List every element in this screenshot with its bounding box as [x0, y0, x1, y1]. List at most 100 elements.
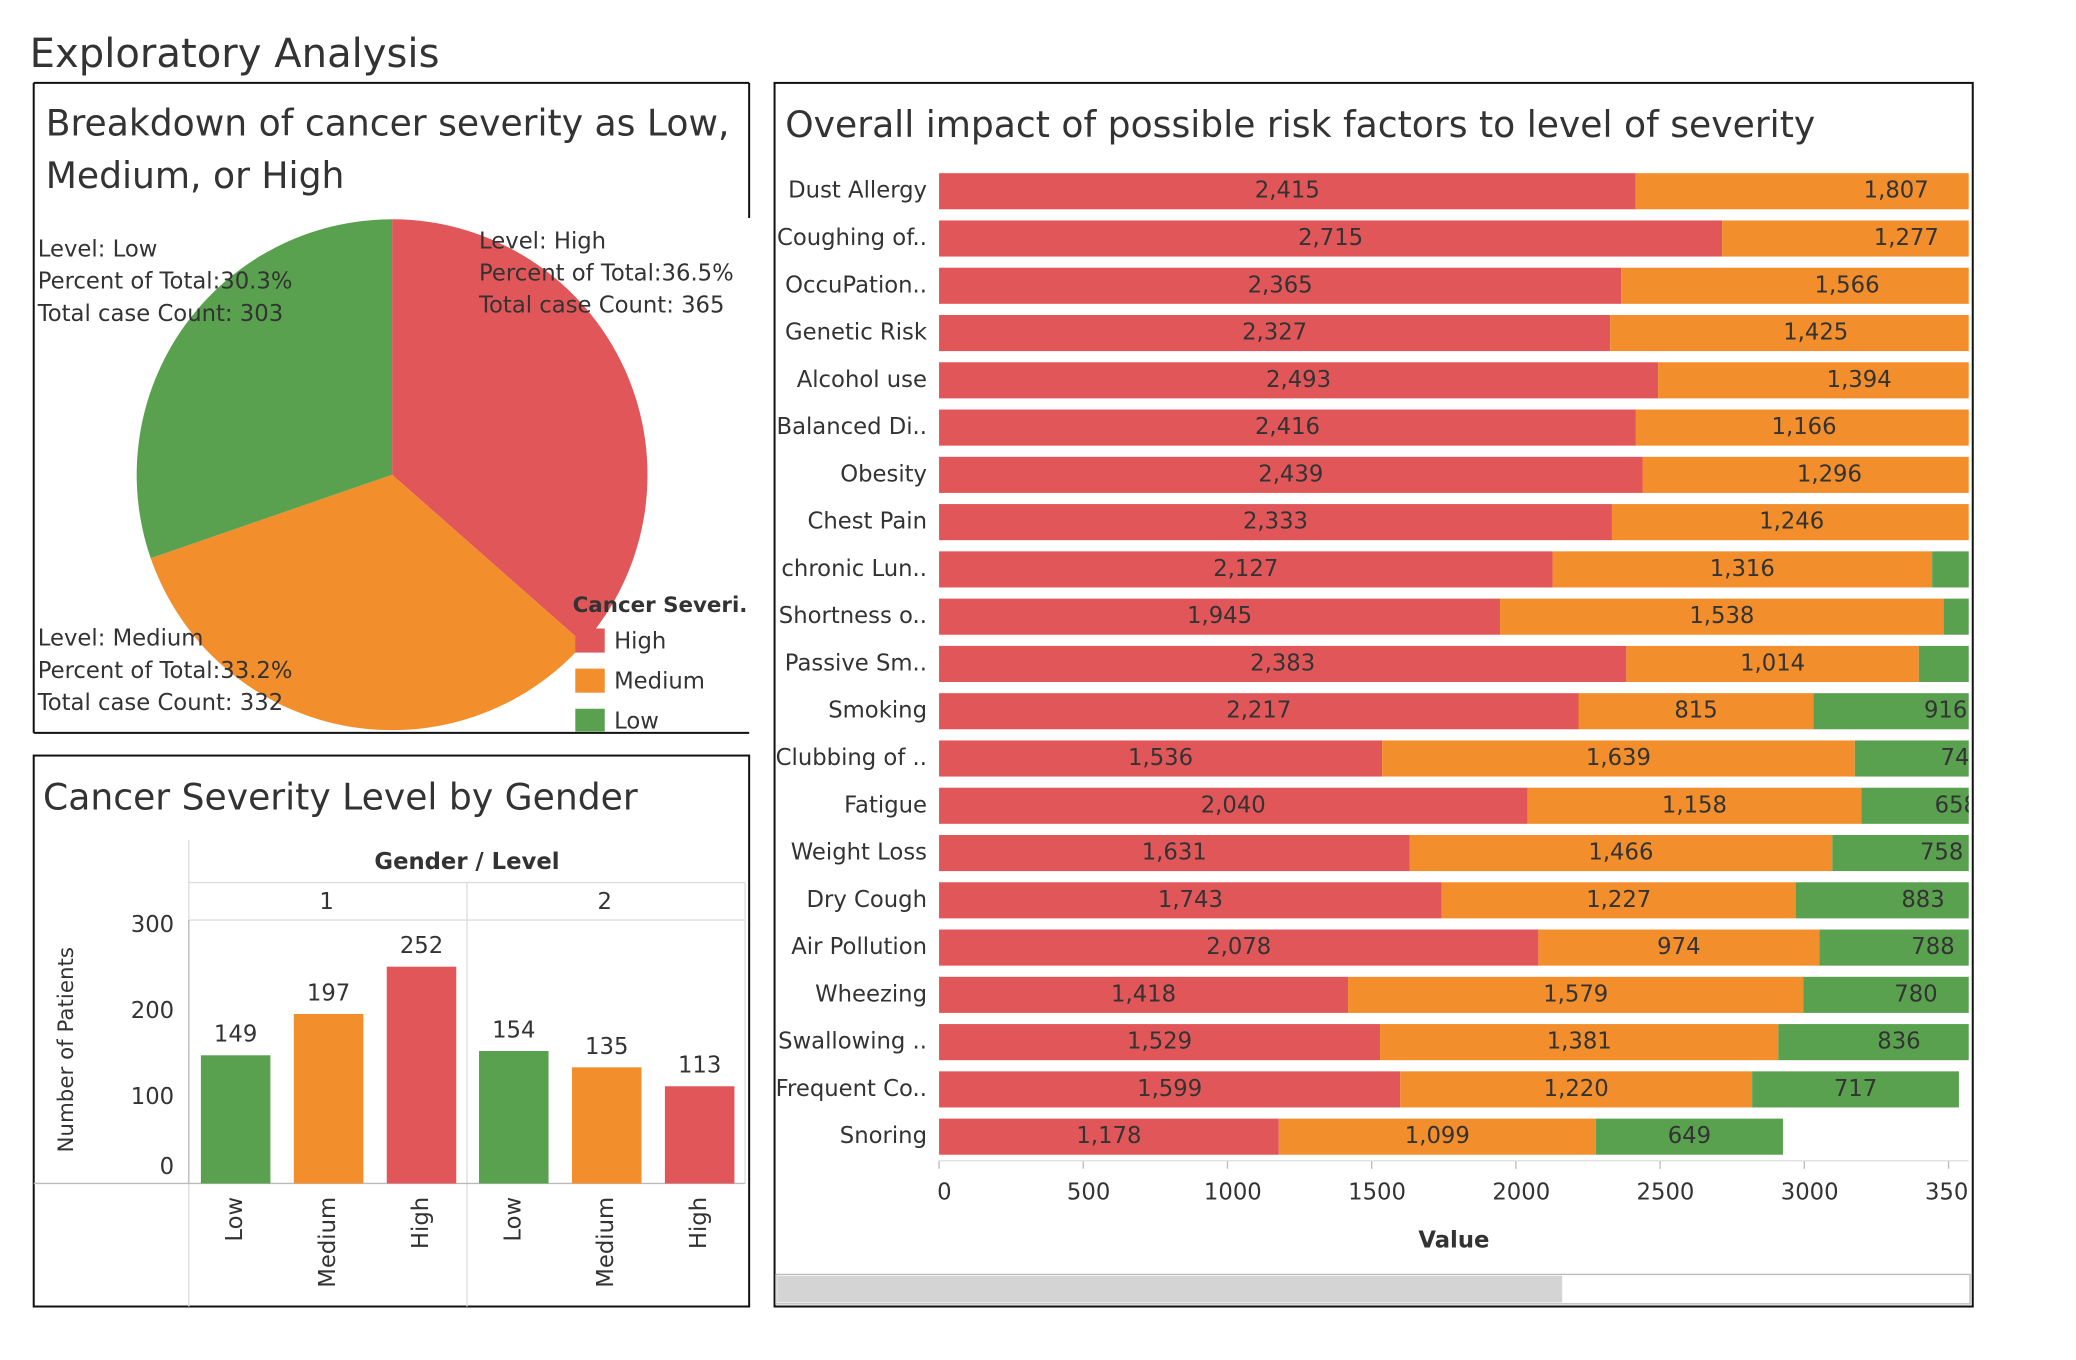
x-tick-label: 2000 — [1492, 1179, 1550, 1205]
bar-value-label: 2,416 — [1255, 414, 1320, 440]
bar-segment — [939, 882, 1442, 919]
bar-segment — [1854, 740, 1969, 777]
bar-segment — [939, 693, 1579, 730]
gender-bar-chart: Cancer Severity Level by Gender Gender / … — [43, 776, 735, 1288]
bar-segment — [1635, 409, 1969, 446]
bar-value-label: 197 — [307, 980, 350, 1006]
x-tick-label: 3500 — [1925, 1179, 1983, 1205]
x-tick-label: High — [686, 1197, 712, 1249]
bar-value-label: 1,536 — [1128, 745, 1193, 771]
bar-segment — [1658, 362, 1969, 399]
bar-value-label: 1,246 — [1759, 509, 1824, 535]
bar-value-label: 717 — [1834, 1076, 1877, 1102]
y-tick-label: 200 — [131, 998, 174, 1024]
bar-segment — [1795, 882, 1969, 919]
bar-segment — [1943, 598, 1969, 635]
bar-segment — [1610, 314, 1969, 352]
bar-value-label: 649 — [1668, 1123, 1711, 1149]
bar-segment — [1932, 551, 1969, 588]
bar-segment — [1642, 456, 1969, 493]
scrollbar-thumb[interactable] — [777, 1275, 1563, 1303]
panel-border — [32, 754, 751, 1308]
pie-slice — [392, 219, 648, 644]
bar-segment — [939, 1071, 1401, 1108]
legend-label: Medium — [614, 669, 705, 695]
bar-value-label: 149 — [214, 1022, 257, 1048]
bar-value-label: 916 — [1924, 698, 1967, 724]
bar-segment — [939, 1024, 1381, 1061]
bar-value-label: 2,078 — [1206, 934, 1271, 960]
bar-segment — [1626, 645, 1919, 683]
bar-value-label: 1,466 — [1588, 840, 1653, 866]
bar-value-label: 758 — [1920, 840, 1963, 866]
pie-slice — [150, 474, 584, 731]
dashboard-title: Exploratory Analysis — [30, 31, 440, 77]
bar-value-label: 1,599 — [1137, 1076, 1202, 1102]
group-label: 2 — [597, 889, 611, 915]
bar-segment — [939, 504, 1612, 541]
bar-segment — [1861, 787, 1969, 824]
bar-value-label: 1,158 — [1662, 792, 1727, 818]
y-tick-label: 100 — [131, 1084, 174, 1110]
bar-segment — [1813, 693, 1969, 730]
y-tick-label: Dust Allergy — [788, 178, 927, 204]
legend-label: Low — [614, 709, 659, 735]
bar-segment — [1832, 834, 1969, 872]
x-tick-label: 0 — [937, 1179, 951, 1205]
y-tick-label: Alcohol use — [797, 367, 927, 393]
bar-segment — [939, 834, 1410, 872]
bar-value-label: 1,099 — [1405, 1123, 1470, 1149]
x-tick-label: Low — [222, 1197, 248, 1242]
bar — [200, 1055, 271, 1184]
bar-value-label: 1,296 — [1797, 461, 1862, 487]
y-tick-label: 300 — [131, 912, 174, 938]
bar-segment — [939, 645, 1627, 683]
group-label: 1 — [319, 889, 333, 915]
bar-value-label: 2,415 — [1255, 178, 1320, 204]
y-tick-label: Swallowing .. — [778, 1029, 927, 1055]
chart-title: Cancer Severity Level by Gender — [43, 776, 638, 819]
bar-segment — [939, 173, 1636, 210]
bar-segment — [1527, 787, 1862, 824]
bar-value-label: 1,166 — [1772, 414, 1837, 440]
y-tick-label: Weight Loss — [791, 840, 927, 866]
bar-value-label: 1,579 — [1543, 981, 1608, 1007]
legend-label: High — [614, 628, 666, 654]
slice-percent: Percent of Total:30.3% — [38, 269, 293, 295]
bar-segment — [1500, 598, 1944, 635]
y-tick-label: Frequent Co.. — [776, 1076, 927, 1102]
bar-value-label: 2,715 — [1298, 225, 1363, 251]
bar-value-label: 1,425 — [1783, 320, 1848, 346]
slice-label: Level: High — [479, 229, 606, 255]
legend-swatch — [575, 628, 605, 653]
bar — [571, 1067, 642, 1184]
bar-segment — [1578, 693, 1814, 730]
bar-segment — [1819, 929, 1969, 966]
bar-value-label: 2,493 — [1266, 367, 1331, 393]
bar-value-label: 252 — [400, 933, 443, 959]
bar-segment — [939, 267, 1622, 304]
bar-segment — [939, 220, 1723, 257]
y-tick-label: Balanced Di.. — [776, 414, 927, 440]
bar-segment — [1635, 173, 1969, 210]
bar-segment — [1803, 976, 1969, 1013]
slice-percent: Percent of Total:33.2% — [38, 658, 293, 684]
slice-count: Total case Count: 303 — [37, 301, 283, 327]
bar-value-label: 1,277 — [1874, 225, 1939, 251]
bar-segment — [939, 1118, 1279, 1155]
bar-value-label: 1,394 — [1827, 367, 1892, 393]
bar-segment — [1595, 1118, 1783, 1155]
y-tick-label: Passive Sm.. — [785, 650, 927, 676]
slice-label: Level: Medium — [38, 626, 204, 652]
bar-segment — [939, 551, 1553, 588]
slice-percent: Percent of Total:36.5% — [479, 261, 734, 287]
bar-segment — [1380, 1024, 1779, 1061]
bar-value-label: 1,743 — [1158, 887, 1223, 913]
y-tick-label: Obesity — [840, 461, 927, 487]
bar-segment — [939, 314, 1611, 352]
x-tick-label: Medium — [315, 1197, 341, 1288]
bar-value-label: 1,566 — [1814, 272, 1879, 298]
bar — [664, 1086, 735, 1184]
bar-value-label: 2,365 — [1248, 272, 1313, 298]
bar-value-label: 1,807 — [1864, 178, 1929, 204]
